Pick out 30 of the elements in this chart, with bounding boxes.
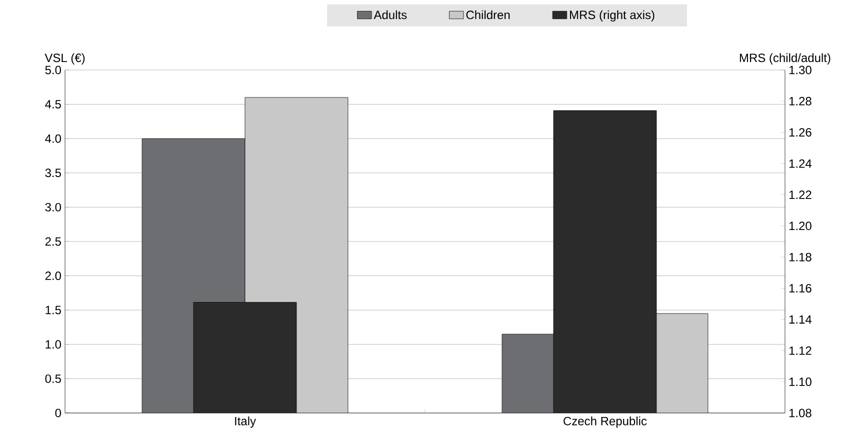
y-tick-label: 4.0 — [45, 134, 62, 143]
y2-tick-label: 1.16 — [789, 284, 812, 292]
y2-tick-label: 1.28 — [789, 96, 812, 106]
y2-tick-label: 1.10 — [789, 378, 812, 386]
y-tick-label: 1.0 — [46, 340, 62, 349]
y2-tick-label: 1.20 — [789, 222, 812, 230]
y2-tick-label: 1.22 — [789, 190, 812, 199]
y-tick-label: 2.5 — [45, 237, 61, 246]
y2-tick-label: 1.26 — [789, 128, 812, 137]
y-tick-label: 2.0 — [45, 272, 62, 280]
y2-tick-label: 1.12 — [789, 346, 812, 355]
y-tick-label: 5.0 — [45, 66, 62, 74]
y2-tick-label: 1.14 — [789, 315, 812, 324]
legend-label: Adults — [374, 10, 407, 20]
y-tick-label: 4.5 — [45, 100, 61, 108]
y2-tick-label: 1.30 — [789, 66, 812, 74]
y-tick-label: 3.0 — [45, 202, 62, 212]
y-axis-title: VSL (€) — [44, 53, 85, 64]
x-tick-label: Italy — [235, 416, 256, 428]
x-tick-label: Czech Republic — [564, 416, 647, 428]
legend-label: MRS (right axis) — [570, 10, 654, 22]
legend-label: Children — [466, 10, 510, 20]
y-tick-label: 0.5 — [45, 374, 61, 383]
y2-tick-label: 1.24 — [789, 159, 812, 168]
y-tick-label: 0 — [55, 408, 62, 418]
y2-axis-title: MRS (child/adult) — [740, 53, 830, 64]
y2-tick-label: 1.18 — [789, 252, 812, 262]
y2-tick-label: 1.08 — [789, 408, 812, 418]
y-tick-label: 1.5 — [46, 306, 61, 314]
y-tick-label: 3.5 — [45, 168, 61, 178]
